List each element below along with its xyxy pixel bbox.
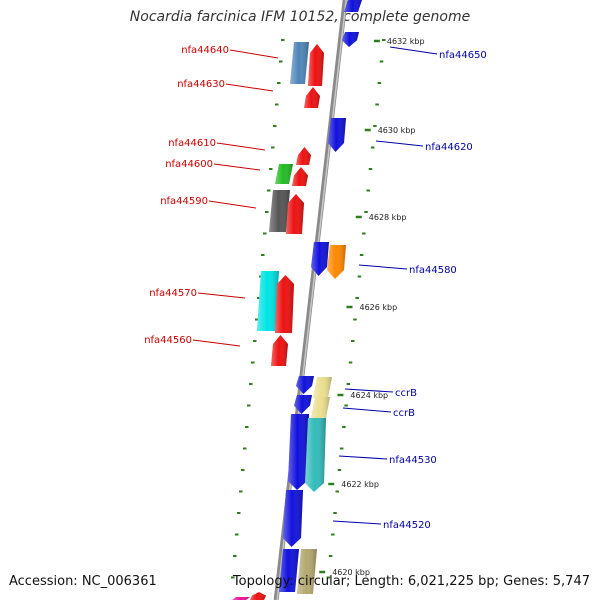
kbp-tick-label: 4630 kbp [378, 126, 416, 135]
gene-label[interactable]: nfa44590 [160, 196, 208, 207]
gene-label[interactable]: nfa44520 [383, 520, 431, 531]
accession-text: Accession: NC_006361 [9, 574, 157, 589]
gene-label[interactable]: nfa44610 [168, 138, 216, 149]
gene-feature-shading [313, 377, 332, 398]
tick-layer: 4632 kbp 4630 kbp 4628 kbp 4626 kbp 4624 kbp… [231, 37, 425, 579]
gene-feature-shading [283, 490, 303, 547]
gene-feature-shading [308, 44, 324, 86]
gene-feature-shading [294, 395, 312, 414]
gene-feature-shading [311, 242, 329, 276]
gene-feature-shading [292, 167, 308, 186]
label-leader-line [389, 46, 438, 55]
gene-feature-shading [232, 597, 250, 600]
gene-feature-shading [250, 592, 266, 600]
gene-feature-shading [304, 87, 320, 108]
gene-feature-shading [275, 164, 293, 184]
label-leader-line [344, 388, 394, 393]
label-leader-line [358, 264, 408, 270]
kbp-tick-label: 4622 kbp [341, 480, 379, 489]
kbp-tick-label: 4624 kbp [350, 391, 388, 400]
gene-feature-shading [305, 418, 326, 492]
kbp-tick-label: 4620 kbp [332, 568, 370, 577]
gene-label[interactable]: nfa44580 [409, 265, 457, 276]
gene-feature-shading [342, 32, 359, 47]
gene-feature-shading [269, 190, 290, 232]
gene-feature-shading [279, 549, 299, 592]
kbp-tick-label: 4632 kbp [387, 37, 425, 46]
gene-feature-shading [311, 397, 330, 418]
label-leader-line [375, 140, 424, 147]
label-leader-line [225, 83, 274, 92]
gene-label[interactable]: nfa44530 [389, 455, 437, 466]
label-leader-line [208, 200, 257, 209]
label-leader-line [338, 455, 388, 460]
gene-label[interactable]: nfa44600 [165, 159, 213, 170]
label-leader-line [192, 339, 241, 347]
gene-feature-shading [286, 194, 304, 234]
gene-label[interactable]: nfa44640 [181, 45, 229, 56]
gene-feature-shading [296, 376, 314, 394]
gene-label[interactable]: nfa44630 [177, 79, 225, 90]
gene-feature-shading [297, 549, 317, 594]
kbp-tick-label: 4626 kbp [359, 303, 397, 312]
gene-feature-shading [275, 275, 294, 333]
label-leader-line [229, 49, 279, 59]
label-leader-line [342, 407, 392, 413]
gene-label[interactable]: nfa44570 [149, 288, 197, 299]
gene-feature-shading [328, 118, 346, 152]
gene-feature-shading [344, 0, 362, 12]
gene-label[interactable]: nfa44650 [439, 50, 487, 61]
map-title: Nocardia farcinica IFM 10152, complete g… [129, 9, 471, 25]
topology-summary: Topology: circular; Length: 6,021,225 bp… [232, 574, 590, 589]
gene-feature-shading [271, 335, 288, 366]
gene-feature-shading [288, 414, 309, 490]
gene-feature-shading [296, 147, 311, 165]
label-leader-line [197, 292, 246, 299]
gene-label[interactable]: ccrB [393, 408, 415, 419]
gene-feature-shading [327, 245, 346, 279]
gene-feature-shading [257, 271, 279, 331]
label-leader-line [332, 520, 382, 525]
gene-label[interactable]: nfa44620 [425, 142, 473, 153]
label-leader-line [213, 163, 261, 171]
label-layer: nfa44640 nfa44630 nfa44610 nfa44600 nfa44590… [144, 45, 487, 531]
gene-layer [232, 0, 362, 600]
label-leader-line [216, 142, 266, 151]
gene-label[interactable]: ccrB [395, 388, 417, 399]
gene-feature-shading [290, 42, 309, 84]
kbp-tick-label: 4628 kbp [369, 213, 407, 222]
gene-label[interactable]: nfa44560 [144, 335, 192, 346]
